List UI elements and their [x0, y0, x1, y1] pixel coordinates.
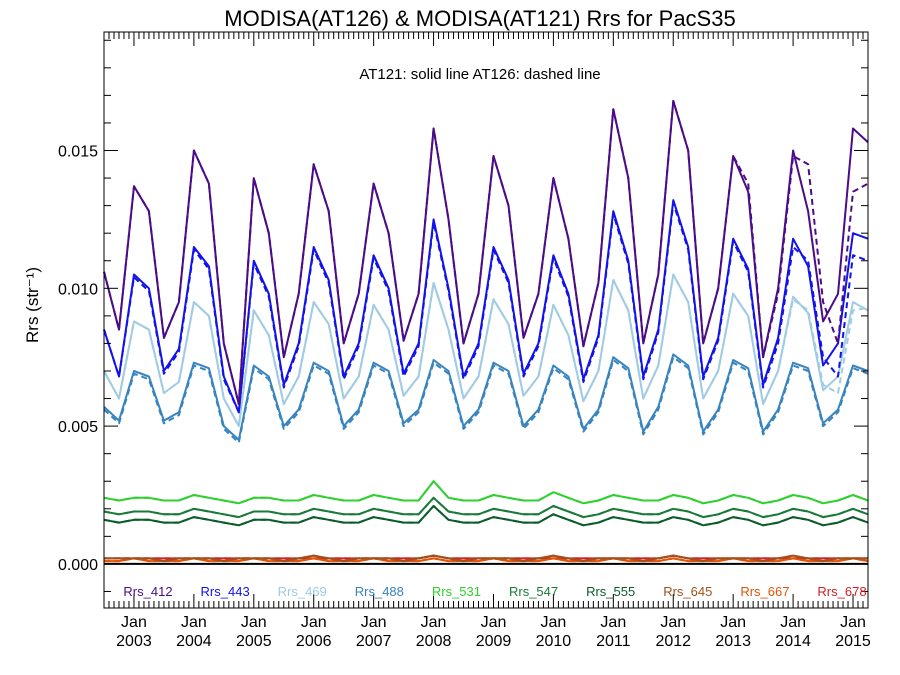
series-line-rrs-645-at121: [104, 554, 868, 563]
series-line-rrs-667-at121: [104, 557, 869, 563]
y-tick-label: 0.015: [58, 144, 98, 161]
legend-item-rrs-469: Rrs_469: [278, 584, 327, 599]
series-line-rrs-547-at121: [103, 496, 869, 519]
legend-item-rrs-488: Rrs_488: [355, 584, 404, 599]
x-tick-year-label: 2010: [536, 633, 572, 650]
series-line-rrs-469-at121: [103, 273, 869, 428]
x-tick-year-label: 2004: [176, 633, 212, 650]
x-tick-month-label: Jan: [121, 614, 147, 631]
x-tick-year-label: 2015: [835, 633, 871, 650]
x-tick-year-label: 2014: [775, 633, 811, 650]
x-tick-month-label: Jan: [720, 614, 746, 631]
x-tick-year-label: 2012: [655, 633, 691, 650]
x-tick-month-label: Jan: [181, 614, 207, 631]
legend-item-rrs-678: Rrs_678: [817, 584, 866, 599]
series-line-rrs-443-at121: [103, 199, 869, 414]
series-line-rrs-412-at121: [103, 99, 869, 406]
legend-item-rrs-412: Rrs_412: [123, 584, 172, 599]
legend-item-rrs-547: Rrs_547: [509, 584, 558, 599]
x-tick-year-label: 2009: [476, 633, 512, 650]
x-tick-month-label: Jan: [541, 614, 567, 631]
x-tick-year-label: 2006: [296, 633, 332, 650]
legend-item-rrs-667: Rrs_667: [740, 584, 789, 599]
x-tick-month-label: Jan: [421, 614, 447, 631]
x-tick-month-label: Jan: [361, 614, 387, 631]
series-line-rrs-555-at121: [103, 505, 869, 527]
x-tick-month-label: Jan: [481, 614, 507, 631]
y-tick-label: 0.010: [58, 281, 98, 298]
x-tick-month-label: Jan: [600, 614, 626, 631]
x-tick-month-label: Jan: [301, 614, 327, 631]
y-axis-label: Rrs (str⁻¹): [23, 267, 42, 343]
x-tick-year-label: 2013: [715, 633, 751, 650]
line-style-annotation: AT121: solid line AT126: dashed line: [359, 66, 600, 83]
legend-item-rrs-555: Rrs_555: [586, 584, 635, 599]
x-tick-year-label: 2007: [356, 633, 392, 650]
series-line-rrs-488-at121: [103, 353, 869, 441]
x-axis-ticks: Jan 2003 Jan 2004 Jan 2005 Jan 2006 Jan 2007 Jan 20…: [103, 32, 871, 650]
x-tick-year-label: 2008: [416, 633, 452, 650]
x-tick-month-label: Jan: [241, 614, 267, 631]
y-tick-label: 0.005: [58, 419, 98, 436]
x-tick-year-label: 2003: [116, 633, 152, 650]
x-tick-year-label: 2005: [236, 633, 272, 650]
chart-legend: Rrs_412 Rrs_443 Rrs_469 Rrs_488 Rrs_531 Rrs_5…: [123, 584, 866, 599]
y-axis-ticks: 0.000 0.005 0.010 0.015: [58, 39, 868, 592]
legend-item-rrs-531: Rrs_531: [432, 584, 481, 599]
legend-item-rrs-645: Rrs_645: [663, 584, 712, 599]
x-tick-month-label: Jan: [840, 614, 866, 631]
chart-title: MODISA(AT126) & MODISA(AT121) Rrs for Pa…: [224, 6, 735, 31]
y-tick-label: 0.000: [58, 557, 98, 574]
x-tick-month-label: Jan: [660, 614, 686, 631]
legend-item-rrs-443: Rrs_443: [201, 584, 250, 599]
x-tick-month-label: Jan: [780, 614, 806, 631]
plot-area: [103, 99, 869, 565]
x-tick-year-label: 2011: [596, 633, 631, 650]
series-line-rrs-531-at121: [103, 480, 869, 505]
plot-frame: [103, 31, 869, 609]
